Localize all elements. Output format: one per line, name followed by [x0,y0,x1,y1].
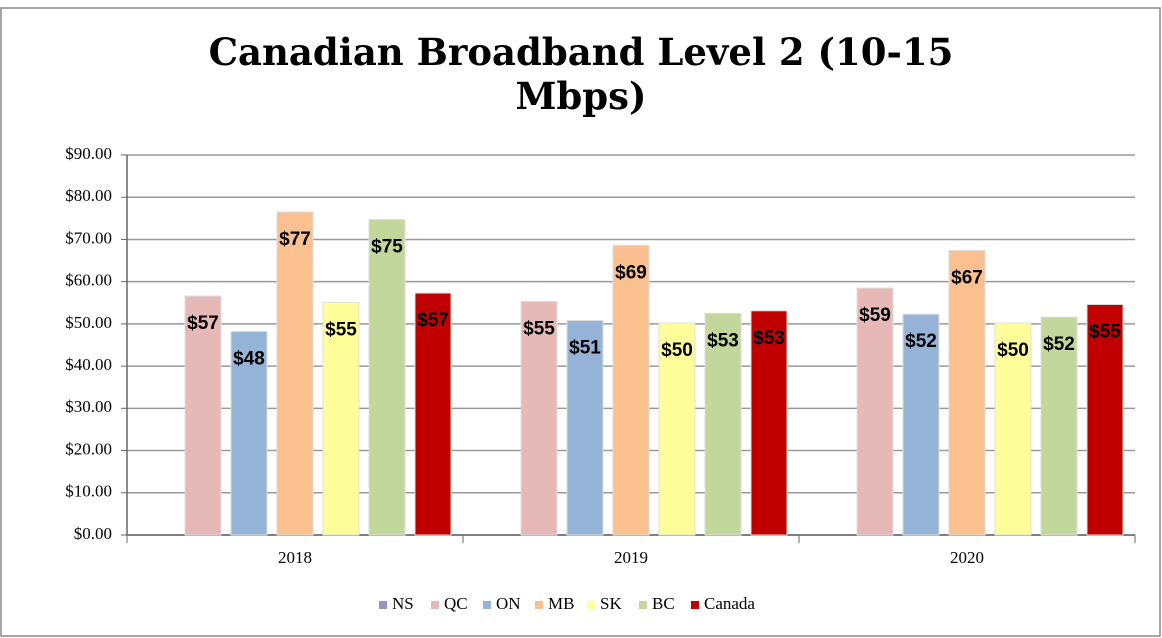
legend-label: QC [444,594,468,613]
data-label: $48 [233,349,265,370]
legend-swatch [691,601,699,609]
legend-swatch [535,601,543,609]
bar [322,301,360,536]
bar [994,322,1032,536]
data-label: $69 [615,262,647,283]
data-label: $57 [417,310,449,331]
data-label: $55 [1089,321,1121,342]
x-tick-label: 2019 [614,548,648,567]
bar [276,211,314,536]
legend-label: ON [496,594,521,613]
data-label: $57 [187,313,219,334]
y-tick-label: $0.00 [74,524,112,543]
x-tick-label: 2020 [950,548,984,567]
bar [948,249,986,536]
y-tick-label: $60.00 [65,271,112,290]
y-tick-label: $10.00 [65,482,112,501]
data-label: $53 [753,328,785,349]
data-label: $55 [523,319,555,340]
bar [1086,303,1124,536]
data-label: $50 [661,340,693,361]
bar [704,312,742,536]
legend-label: Canada [704,594,755,613]
legend-label: MB [548,594,574,613]
y-tick-label: $70.00 [65,228,112,247]
y-tick-label: $90.00 [65,144,112,163]
data-label: $50 [997,340,1029,361]
bar [566,320,604,536]
y-tick-label: $50.00 [65,313,112,332]
data-label: $52 [1043,334,1075,355]
bar [1040,316,1078,536]
data-label: $59 [859,305,891,326]
data-label: $53 [707,330,739,351]
y-tick-label: $80.00 [65,186,112,205]
chart-border [0,7,1161,637]
bar [184,295,222,536]
chart-title: Canadian Broadband Level 2 (10-15 Mbps) [208,30,954,118]
data-label: $51 [569,338,601,359]
bar [520,301,558,536]
y-tick-label: $30.00 [65,397,112,416]
y-tick-label: $40.00 [65,355,112,374]
data-label: $52 [905,331,937,352]
bar [658,322,696,536]
legend-swatch [639,601,647,609]
bar [368,219,406,536]
bar [612,244,650,536]
data-label: $77 [279,229,311,250]
legend-swatch [379,601,387,609]
legend-label: NS [392,594,414,613]
legend-label: BC [652,594,675,613]
bar [414,292,452,536]
bar [856,287,894,536]
legend-swatch [483,601,491,609]
data-label: $67 [951,267,983,288]
data-label: $75 [371,237,403,258]
legend-swatch [431,601,439,609]
legend-label: SK [600,594,622,613]
bar [902,313,940,536]
y-tick-label: $20.00 [65,439,112,458]
data-label: $55 [325,319,357,340]
legend-swatch [587,601,595,609]
bar [750,310,788,536]
x-tick-label: 2018 [278,548,312,567]
bar [230,330,268,536]
